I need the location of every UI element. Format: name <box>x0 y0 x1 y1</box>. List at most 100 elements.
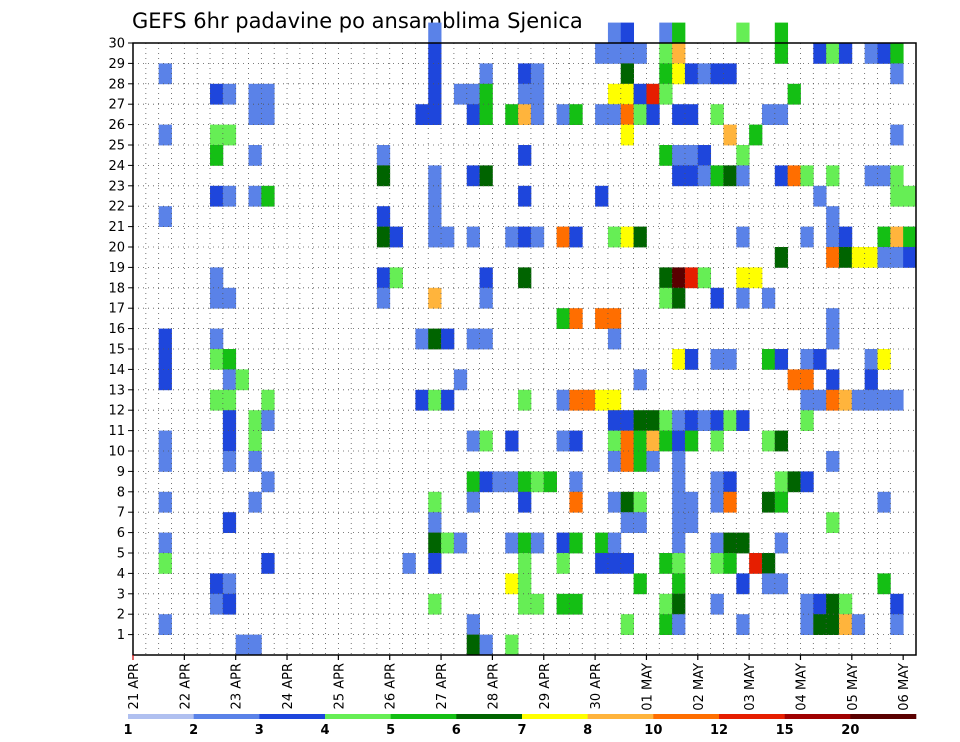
heatmap-cell <box>479 287 493 309</box>
heatmap-cell <box>774 349 789 370</box>
heatmap-cell <box>723 491 737 513</box>
y-tick-label: 10 <box>108 445 125 460</box>
heatmap-cell <box>415 389 429 411</box>
heatmap-cell <box>428 104 442 125</box>
heatmap-cell <box>210 593 224 615</box>
heatmap-cell <box>428 22 442 44</box>
heatmap-cell <box>376 226 391 248</box>
heatmap-cell <box>813 389 827 411</box>
heatmap-cell <box>826 593 840 615</box>
heatmap-cell <box>672 491 686 513</box>
y-tick-label: 3 <box>117 587 125 602</box>
heatmap-cell <box>659 267 673 289</box>
heatmap-cell <box>659 287 673 309</box>
legend-label: 15 <box>776 723 794 738</box>
heatmap-cell <box>890 226 904 248</box>
heatmap-cell <box>723 165 737 187</box>
heatmap-cell <box>659 553 673 574</box>
heatmap-cell <box>569 308 583 329</box>
x-tick-label: 30 APR <box>589 663 604 709</box>
heatmap-cell <box>684 410 699 431</box>
x-axis: 21 APR 22 APR 23 APR 24 APR 25 APR 26 APR 27 A… <box>127 655 912 711</box>
heatmap-cell <box>376 287 391 309</box>
heatmap-cell <box>607 308 622 329</box>
heatmap-cell <box>479 104 493 125</box>
heatmap-cell <box>222 593 237 615</box>
heatmap-cell <box>222 185 237 207</box>
heatmap-cell <box>518 553 532 574</box>
heatmap-cell <box>222 83 237 105</box>
heatmap-cell <box>736 22 750 44</box>
heatmap-cell <box>505 226 519 248</box>
heatmap-cell <box>672 145 686 166</box>
heatmap-cell <box>441 389 455 411</box>
heatmap-cell <box>569 491 583 513</box>
heatmap-cell <box>826 226 840 248</box>
legend-label: 3 <box>255 723 264 738</box>
heatmap-cell <box>684 165 699 187</box>
y-tick-label: 11 <box>108 424 125 439</box>
heatmap-cell <box>261 471 275 493</box>
heatmap-cell <box>659 63 673 85</box>
heatmap-cell <box>556 104 570 125</box>
legend-label: 8 <box>583 723 592 738</box>
y-tick-label: 13 <box>108 383 125 398</box>
heatmap-cell <box>800 471 814 493</box>
y-tick-label: 23 <box>108 179 125 194</box>
heatmap-cell <box>723 410 737 431</box>
x-tick-label: 04 MAY <box>794 663 809 711</box>
heatmap-cell <box>633 430 647 452</box>
heatmap-cell <box>607 491 622 513</box>
heatmap-cell <box>530 104 545 125</box>
heatmap-cell <box>222 430 237 452</box>
heatmap-cell <box>428 328 442 350</box>
x-tick-label: 21 APR <box>127 663 142 709</box>
heatmap-cell <box>826 165 840 187</box>
y-tick-label: 1 <box>117 628 125 643</box>
heatmap-cell <box>838 593 853 615</box>
heatmap-cell <box>261 410 275 431</box>
x-tick-label: 24 APR <box>281 663 296 709</box>
y-axis: 1234567891011121314151617181920212223242… <box>108 37 133 643</box>
legend-label: 7 <box>517 723 526 738</box>
y-tick-label: 8 <box>117 485 125 500</box>
heatmap-cell <box>800 614 814 635</box>
heatmap-cell <box>710 471 724 493</box>
heatmap-cell <box>210 83 224 105</box>
heatmap-cell <box>222 369 237 391</box>
heatmap-cell <box>158 553 172 574</box>
y-tick-label: 7 <box>117 506 125 521</box>
heatmap-cell <box>710 287 724 309</box>
heatmap-cell <box>620 22 635 44</box>
heatmap-cell <box>659 83 673 105</box>
heatmap-cell <box>620 43 635 64</box>
heatmap-cell <box>466 471 480 493</box>
heatmap-cell <box>877 389 891 411</box>
heatmap-cell <box>428 593 442 615</box>
heatmap-cell <box>556 553 570 574</box>
legend-label: 20 <box>841 723 859 738</box>
heatmap-cell <box>633 226 647 248</box>
heatmap-cell <box>710 104 724 125</box>
heatmap-cell <box>800 226 814 248</box>
heatmap-cell <box>210 328 224 350</box>
heatmap-cell <box>672 410 686 431</box>
heatmap-cell <box>518 471 532 493</box>
heatmap-cell <box>569 471 583 493</box>
heatmap-cell <box>672 104 686 125</box>
legend-swatch <box>587 714 654 719</box>
heatmap-cell <box>210 349 224 370</box>
heatmap-cell <box>518 593 532 615</box>
heatmap-cell <box>415 104 429 125</box>
heatmap-cell <box>569 430 583 452</box>
heatmap-cell <box>620 553 635 574</box>
heatmap-cell <box>428 287 442 309</box>
heatmap-cell <box>710 63 724 85</box>
heatmap-cell <box>672 349 686 370</box>
heatmap-cell <box>505 532 519 554</box>
heatmap-cell <box>569 226 583 248</box>
y-tick-label: 21 <box>108 220 125 235</box>
heatmap-cell <box>633 451 647 472</box>
heatmap-cell <box>376 206 391 227</box>
legend-swatch <box>522 714 588 719</box>
